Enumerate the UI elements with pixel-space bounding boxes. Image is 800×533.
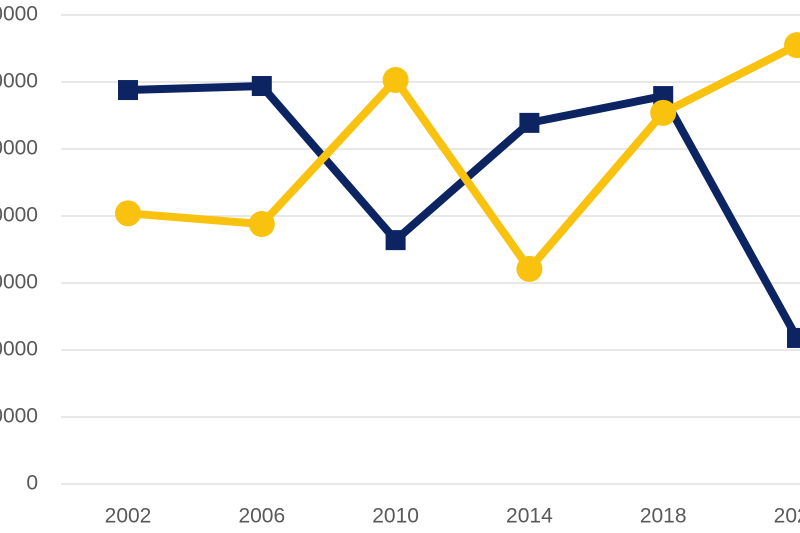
marker: [787, 327, 800, 348]
x-tick-label: 2010: [372, 505, 419, 528]
y-tick-label: 50000: [0, 137, 38, 160]
marker: [382, 66, 409, 93]
marker: [385, 230, 406, 251]
x-tick-label: 2014: [506, 505, 553, 528]
marker: [650, 99, 677, 126]
marker: [251, 76, 272, 97]
series-line: [127, 41, 799, 273]
y-tick-label: 10000: [0, 405, 38, 428]
x-tick-label: 2002: [105, 505, 152, 528]
marker: [118, 80, 138, 101]
marker: [516, 255, 543, 282]
marker: [248, 211, 275, 238]
y-tick-label: 20000: [0, 338, 38, 361]
y-tick-label: 60000: [0, 70, 38, 93]
x-tick-label: 2006: [238, 505, 285, 528]
marker: [115, 200, 141, 227]
x-tick-label: 2022: [774, 505, 800, 528]
series-line: [127, 82, 800, 340]
y-tick-label: 40000: [0, 204, 38, 227]
y-tick-label: 70000: [0, 3, 38, 26]
y-tick-label: 0: [26, 472, 38, 495]
marker: [784, 32, 800, 59]
x-tick-label: 2018: [640, 505, 687, 528]
marker: [519, 112, 540, 133]
y-tick-label: 30000: [0, 271, 38, 294]
